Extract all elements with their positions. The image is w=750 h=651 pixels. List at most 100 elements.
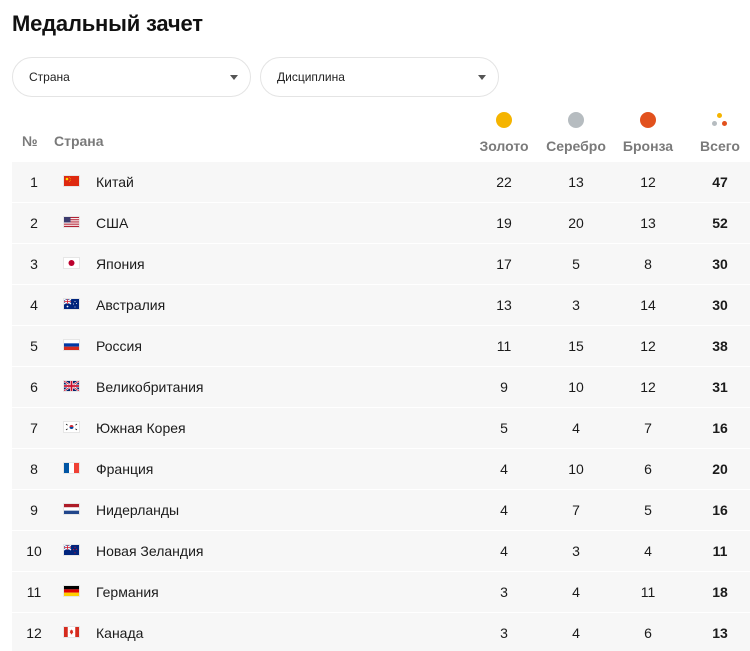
bronze-count: 7 — [644, 420, 652, 436]
total-count: 13 — [712, 625, 728, 641]
silver-count: 4 — [572, 584, 580, 600]
silver-count: 3 — [572, 543, 580, 559]
country-name[interactable]: Россия — [96, 338, 142, 354]
canada-flag-icon — [63, 626, 80, 639]
rank-cell: 5 — [30, 338, 38, 354]
total-count: 38 — [712, 338, 728, 354]
china-flag-icon — [63, 175, 80, 188]
total-count: 16 — [712, 420, 728, 436]
table-row[interactable]: 9 Нидерланды 4 7 5 16 — [12, 489, 750, 530]
table-row[interactable]: 4 Австралия 13 3 14 30 — [12, 284, 750, 325]
france-flag-icon — [63, 462, 80, 475]
header-bronze[interactable]: Бронза — [613, 112, 683, 154]
silver-count: 15 — [568, 338, 584, 354]
discipline-filter-select[interactable]: Дисциплина — [260, 57, 499, 97]
table-row[interactable]: 3 Япония 17 5 8 30 — [12, 243, 750, 284]
gold-count: 22 — [496, 174, 512, 190]
page-title: Медальный зачет — [12, 11, 203, 36]
rank-cell: 9 — [30, 502, 38, 518]
rank-cell: 11 — [26, 584, 42, 600]
silver-count: 4 — [572, 625, 580, 641]
chevron-down-icon — [478, 74, 486, 80]
table-row[interactable]: 7 Южная Корея 5 4 7 16 — [12, 407, 750, 448]
table-row[interactable]: 8 Франция 4 10 6 20 — [12, 448, 750, 489]
country-name[interactable]: США — [96, 215, 129, 231]
chevron-down-icon — [230, 74, 238, 80]
rank-cell: 1 — [30, 174, 38, 190]
country-name[interactable]: Новая Зеландия — [96, 543, 204, 559]
silver-count: 13 — [568, 174, 584, 190]
silver-count: 20 — [568, 215, 584, 231]
country-name[interactable]: Великобритания — [96, 379, 204, 395]
table-row[interactable]: 6 Великобритания 9 10 12 31 — [12, 366, 750, 407]
total-count: 20 — [712, 461, 728, 477]
netherlands-flag-icon — [63, 503, 80, 516]
bronze-medal-icon — [640, 112, 656, 128]
rank-cell: 3 — [30, 256, 38, 272]
bronze-count: 6 — [644, 625, 652, 641]
table-row[interactable]: 10 Новая Зеландия 4 3 4 11 — [12, 530, 750, 571]
rank-cell: 12 — [26, 625, 42, 641]
rank-cell: 10 — [26, 543, 42, 559]
silver-count: 3 — [572, 297, 580, 313]
country-name[interactable]: Германия — [96, 584, 159, 600]
country-name[interactable]: Нидерланды — [96, 502, 180, 518]
gold-count: 4 — [500, 543, 508, 559]
header-total[interactable]: Всего — [685, 112, 750, 154]
header-silver-label: Серебро — [546, 138, 606, 154]
rank-cell: 2 — [30, 215, 38, 231]
bronze-count: 12 — [640, 379, 656, 395]
rank-cell: 4 — [30, 297, 38, 313]
header-gold-label: Золото — [479, 138, 529, 154]
country-name[interactable]: Китай — [96, 174, 134, 190]
table-row[interactable]: 2 США 19 20 13 52 — [12, 202, 750, 243]
header-silver[interactable]: Серебро — [541, 112, 611, 154]
medal-table-body: 1 Китай 22 13 12 47 2 США 19 20 13 52 3 Япония 17 5 8 30 4… — [12, 161, 750, 651]
silver-count: 10 — [568, 461, 584, 477]
table-row[interactable]: 5 Россия 11 15 12 38 — [12, 325, 750, 366]
south-korea-flag-icon — [63, 421, 80, 434]
country-name[interactable]: Австралия — [96, 297, 166, 313]
total-count: 18 — [712, 584, 728, 600]
russia-flag-icon — [63, 339, 80, 352]
all-medals-icon — [712, 112, 728, 128]
gold-count: 11 — [496, 338, 512, 354]
gold-count: 4 — [500, 461, 508, 477]
japan-flag-icon — [63, 257, 80, 270]
header-country[interactable]: Страна — [54, 133, 104, 149]
table-row[interactable]: 11 Германия 3 4 11 18 — [12, 571, 750, 612]
header-total-label: Всего — [700, 138, 740, 154]
total-count: 47 — [712, 174, 728, 190]
header-bronze-label: Бронза — [622, 138, 674, 154]
country-name[interactable]: Япония — [96, 256, 145, 272]
bronze-count: 11 — [640, 584, 656, 600]
silver-medal-icon — [568, 112, 584, 128]
country-filter-select[interactable]: Страна — [12, 57, 251, 97]
rank-cell: 6 — [30, 379, 38, 395]
silver-count: 5 — [572, 256, 580, 272]
gold-count: 9 — [500, 379, 508, 395]
germany-flag-icon — [63, 585, 80, 598]
discipline-filter-label: Дисциплина — [277, 70, 345, 84]
total-count: 11 — [712, 543, 728, 559]
total-count: 30 — [712, 256, 728, 272]
table-row[interactable]: 12 Канада 3 4 6 13 — [12, 612, 750, 651]
filters-bar: Страна Дисциплина — [12, 57, 499, 97]
bronze-count: 12 — [640, 174, 656, 190]
gold-count: 17 — [496, 256, 512, 272]
gold-count: 19 — [496, 215, 512, 231]
total-count: 30 — [712, 297, 728, 313]
table-row[interactable]: 1 Китай 22 13 12 47 — [12, 161, 750, 202]
new-zealand-flag-icon — [63, 544, 80, 557]
bronze-count: 4 — [644, 543, 652, 559]
bronze-count: 5 — [644, 502, 652, 518]
header-gold[interactable]: Золото — [469, 112, 539, 154]
header-rank: № — [22, 133, 38, 149]
country-name[interactable]: Франция — [96, 461, 154, 477]
gold-count: 13 — [496, 297, 512, 313]
silver-count: 7 — [572, 502, 580, 518]
country-name[interactable]: Южная Корея — [96, 420, 186, 436]
usa-flag-icon — [63, 216, 80, 229]
rank-cell: 7 — [30, 420, 38, 436]
country-name[interactable]: Канада — [96, 625, 144, 641]
